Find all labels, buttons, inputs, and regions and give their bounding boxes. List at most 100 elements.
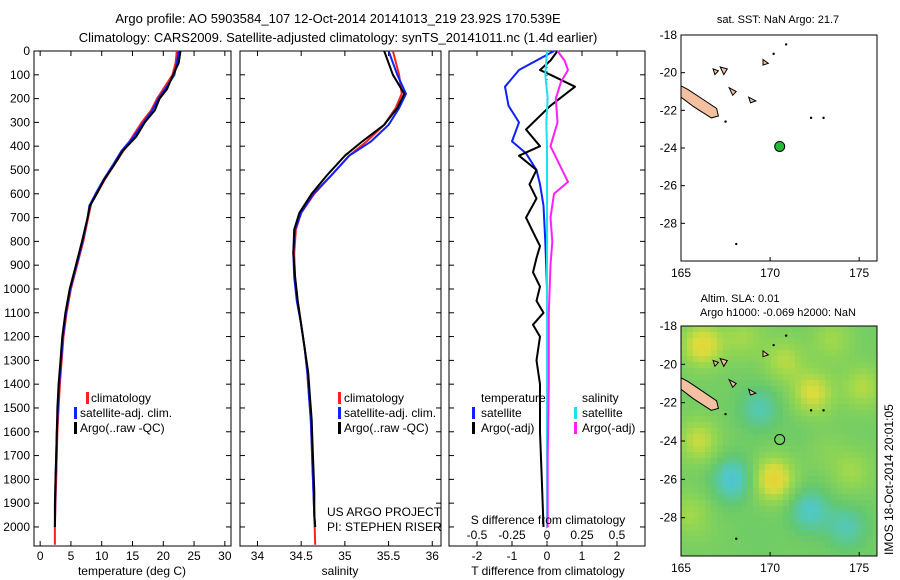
heatmap-cell — [771, 356, 777, 362]
heatmap-cell — [849, 422, 855, 428]
heatmap-cell — [777, 494, 783, 500]
heatmap-cell — [831, 554, 837, 556]
heatmap-cell — [681, 500, 687, 506]
map-y-tick-label: -26 — [660, 472, 678, 486]
heatmap-cell — [843, 344, 849, 350]
heatmap-cell — [741, 362, 747, 368]
heatmap-cell — [753, 350, 759, 356]
heatmap-cell — [783, 434, 789, 440]
heatmap-cell — [747, 440, 753, 446]
heatmap-cell — [849, 530, 855, 536]
heatmap-cell — [747, 380, 753, 386]
heatmap-cell — [693, 482, 699, 488]
heatmap-cell — [861, 344, 867, 350]
heatmap-cell — [861, 380, 867, 386]
heatmap-cell — [705, 524, 711, 530]
heatmap-cell — [867, 440, 873, 446]
heatmap-cell — [843, 446, 849, 452]
heatmap-cell — [783, 386, 789, 392]
heatmap-cell — [753, 326, 759, 332]
heatmap-cell — [789, 410, 795, 416]
heatmap-cell — [807, 386, 813, 392]
heatmap-cell — [855, 350, 861, 356]
sst-map-land — [680, 43, 825, 246]
heatmap-cell — [861, 368, 867, 374]
heatmap-cell — [753, 488, 759, 494]
heatmap-cell — [807, 416, 813, 422]
heatmap-cell — [747, 404, 753, 410]
heatmap-cell — [693, 416, 699, 422]
heatmap-cell — [801, 380, 807, 386]
heatmap-cell — [831, 446, 837, 452]
heatmap-cell — [771, 344, 777, 350]
legend-climatology-swatch — [86, 392, 89, 404]
heatmap-cell — [729, 476, 735, 482]
x-tick-label: 25 — [187, 549, 201, 563]
heatmap-cell — [873, 542, 877, 548]
heatmap-cell — [681, 452, 687, 458]
heatmap-cell — [789, 434, 795, 440]
heatmap-cell — [855, 380, 861, 386]
heatmap-cell — [801, 326, 807, 332]
heatmap-cell — [777, 350, 783, 356]
heatmap-cell — [843, 512, 849, 518]
heatmap-cell — [825, 422, 831, 428]
heatmap-cell — [699, 416, 705, 422]
map-x-tick-label: 170 — [760, 266, 780, 280]
heatmap-cell — [711, 500, 717, 506]
heatmap-cell — [741, 344, 747, 350]
heatmap-cell — [681, 404, 687, 410]
heatmap-cell — [759, 368, 765, 374]
heatmap-cell — [771, 500, 777, 506]
heatmap-cell — [795, 326, 801, 332]
heatmap-cell — [729, 518, 735, 524]
heatmap-cell — [765, 350, 771, 356]
heatmap-cell — [813, 350, 819, 356]
heatmap-cell — [729, 446, 735, 452]
heatmap-cell — [855, 410, 861, 416]
heatmap-cell — [855, 530, 861, 536]
heatmap-cell — [813, 338, 819, 344]
heatmap-cell — [819, 350, 825, 356]
heatmap-cell — [753, 542, 759, 548]
heatmap-cell — [753, 512, 759, 518]
heatmap-cell — [687, 362, 693, 368]
heatmap-cell — [741, 518, 747, 524]
heatmap-cell — [819, 500, 825, 506]
difference-legend: temperature salinity satellite Argo(-adj… — [472, 391, 635, 435]
heatmap-cell — [735, 458, 741, 464]
heatmap-cell — [789, 422, 795, 428]
heatmap-cell — [711, 554, 717, 556]
heatmap-cell — [855, 374, 861, 380]
heatmap-cell — [831, 392, 837, 398]
heatmap-cell — [747, 500, 753, 506]
heatmap-cell — [861, 542, 867, 548]
heatmap-cell — [729, 548, 735, 554]
heatmap-cell — [825, 452, 831, 458]
heatmap-cell — [699, 524, 705, 530]
heatmap-cell — [807, 434, 813, 440]
heatmap-cell — [747, 518, 753, 524]
figure-title-line1: Argo profile: AO 5903584_107 12-Oct-2014… — [115, 11, 561, 26]
legend-satellite-swatch — [338, 407, 341, 419]
heatmap-cell — [837, 422, 843, 428]
heatmap-cell — [849, 392, 855, 398]
heatmap-cell — [801, 488, 807, 494]
heatmap-cell — [729, 542, 735, 548]
heatmap-cell — [795, 524, 801, 530]
heatmap-cell — [861, 500, 867, 506]
heatmap-cell — [861, 338, 867, 344]
y-tick-label: 700 — [10, 211, 30, 225]
heatmap-cell — [807, 344, 813, 350]
heatmap-cell — [687, 506, 693, 512]
heatmap-cell — [681, 524, 687, 530]
difference-x2label: S difference from climatology — [471, 513, 626, 527]
heatmap-cell — [681, 338, 687, 344]
heatmap-cell — [771, 524, 777, 530]
heatmap-cell — [843, 476, 849, 482]
heatmap-cell — [795, 386, 801, 392]
heatmap-cell — [801, 512, 807, 518]
heatmap-cell — [753, 422, 759, 428]
heatmap-cell — [717, 326, 723, 332]
sst-map-panel: sat. SST: NaN Argo: 21.7 165 170 175 -18 -20… — [660, 14, 878, 280]
